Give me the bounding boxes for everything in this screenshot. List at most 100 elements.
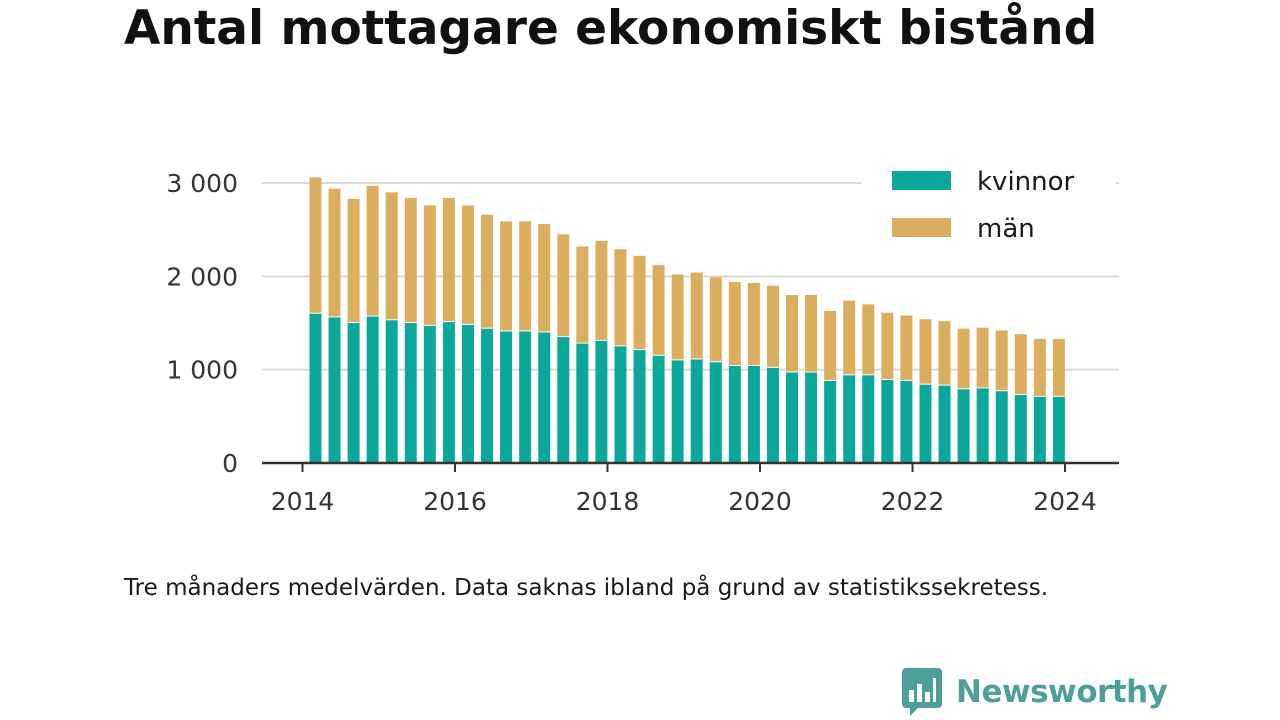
y-tick-label: 1 000	[166, 356, 238, 385]
brand-name: Newsworthy	[956, 674, 1168, 710]
bar-kvinnor-32	[919, 383, 932, 463]
y-tick-label: 0	[222, 449, 238, 478]
bar-man-7	[442, 197, 455, 322]
bar-separator-14	[576, 341, 589, 344]
bar-man-16	[614, 249, 627, 346]
bar-man-0	[309, 177, 322, 313]
bar-kvinnor-10	[500, 330, 513, 463]
bar-kvinnor-18	[652, 354, 665, 463]
x-tick-label: 2018	[576, 487, 640, 516]
bar-man-14	[576, 246, 589, 343]
bar-kvinnor-21	[709, 361, 722, 463]
bar-kvinnor-1	[328, 316, 341, 463]
bar-man-13	[557, 234, 570, 337]
bar-man-18	[652, 265, 665, 355]
x-tick-label: 2024	[1033, 487, 1097, 516]
chart-caption: Tre månaders medelvärden. Data saknas ib…	[124, 575, 1049, 601]
bar-kvinnor-3	[366, 315, 379, 463]
bar-man-19	[671, 274, 684, 360]
bar-man-15	[595, 240, 608, 340]
bar-kvinnor-9	[481, 327, 494, 463]
bar-man-23	[747, 282, 760, 365]
bar-man-21	[709, 277, 722, 362]
bar-kvinnor-16	[614, 345, 627, 463]
bar-separator-5	[404, 321, 417, 324]
bar-kvinnor-27	[824, 379, 837, 463]
bar-man-34	[957, 328, 970, 389]
x-tick-label: 2016	[423, 487, 487, 516]
bar-kvinnor-37	[1014, 393, 1027, 463]
bar-kvinnor-36	[995, 390, 1008, 463]
bar-kvinnor-0	[309, 312, 322, 463]
legend: kvinnor män	[862, 160, 1116, 250]
bar-kvinnor-17	[633, 349, 646, 463]
bar-man-25	[786, 295, 799, 372]
bar-man-30	[881, 312, 894, 379]
bar-man-38	[1033, 338, 1046, 396]
bar-man-37	[1014, 334, 1027, 394]
bar-man-10	[500, 221, 513, 331]
bar-kvinnor-4	[385, 319, 398, 463]
bar-kvinnor-29	[862, 374, 875, 463]
bar-kvinnor-15	[595, 339, 608, 463]
bar-man-35	[976, 327, 989, 388]
bar-man-27	[824, 310, 837, 380]
bar-man-2	[347, 198, 360, 323]
bar-man-39	[1052, 338, 1065, 396]
bar-kvinnor-11	[519, 330, 532, 463]
bar-kvinnor-14	[576, 342, 589, 463]
bar-kvinnor-2	[347, 322, 360, 463]
bar-man-20	[690, 272, 703, 359]
bar-kvinnor-25	[786, 371, 799, 463]
chart-title: Antal mottagare ekonomiskt bistånd	[124, 1, 1098, 56]
bar-man-11	[519, 221, 532, 331]
y-tick-label: 2 000	[166, 262, 238, 291]
bar-kvinnor-30	[881, 379, 894, 463]
stacked-bar-chart: 0 1 000 2 000 3 000 2014 2016 2018 2020 2022 2024…	[166, 160, 1119, 516]
bars	[309, 177, 1065, 463]
bar-man-17	[633, 255, 646, 350]
bar-separator-13	[557, 335, 570, 338]
bar-kvinnor-5	[404, 322, 417, 463]
bar-kvinnor-12	[538, 331, 551, 463]
bar-man-3	[366, 185, 379, 316]
x-tick-label: 2020	[728, 487, 792, 516]
bar-man-26	[805, 295, 818, 372]
bar-kvinnor-6	[423, 324, 436, 463]
brand-logo: Newsworthy	[902, 668, 1168, 716]
bar-kvinnor-13	[557, 336, 570, 463]
bar-kvinnor-39	[1052, 395, 1065, 463]
bar-kvinnor-22	[728, 365, 741, 463]
bar-man-36	[995, 330, 1008, 391]
bar-kvinnor-19	[671, 359, 684, 463]
bar-man-22	[728, 281, 741, 365]
bar-man-1	[328, 188, 341, 317]
bar-man-9	[481, 214, 494, 328]
bar-kvinnor-23	[747, 365, 760, 463]
bar-man-29	[862, 304, 875, 375]
bar-man-4	[385, 192, 398, 320]
bar-man-33	[938, 321, 951, 385]
axes: 0 1 000 2 000 3 000 2014 2016 2018 2020 2022 2024	[166, 169, 1119, 516]
bar-kvinnor-8	[461, 323, 474, 463]
bar-kvinnor-33	[938, 384, 951, 463]
newsworthy-logo-icon	[902, 668, 942, 716]
bar-kvinnor-7	[442, 321, 455, 463]
bar-kvinnor-24	[766, 366, 779, 463]
bar-man-31	[900, 315, 913, 380]
bar-kvinnor-34	[957, 388, 970, 463]
legend-label-man: män	[977, 214, 1035, 244]
bar-man-12	[538, 224, 551, 332]
bar-kvinnor-28	[843, 374, 856, 463]
bar-kvinnor-20	[690, 358, 703, 463]
bar-man-28	[843, 300, 856, 375]
bar-man-6	[423, 205, 436, 325]
legend-label-kvinnor: kvinnor	[977, 167, 1075, 197]
legend-swatch-kvinnor	[892, 171, 951, 190]
x-tick-label: 2022	[881, 487, 945, 516]
legend-swatch-man	[892, 218, 951, 237]
bar-separator-24	[766, 365, 779, 368]
y-tick-label: 3 000	[166, 169, 238, 198]
bar-man-32	[919, 319, 932, 384]
bar-man-24	[766, 285, 779, 367]
